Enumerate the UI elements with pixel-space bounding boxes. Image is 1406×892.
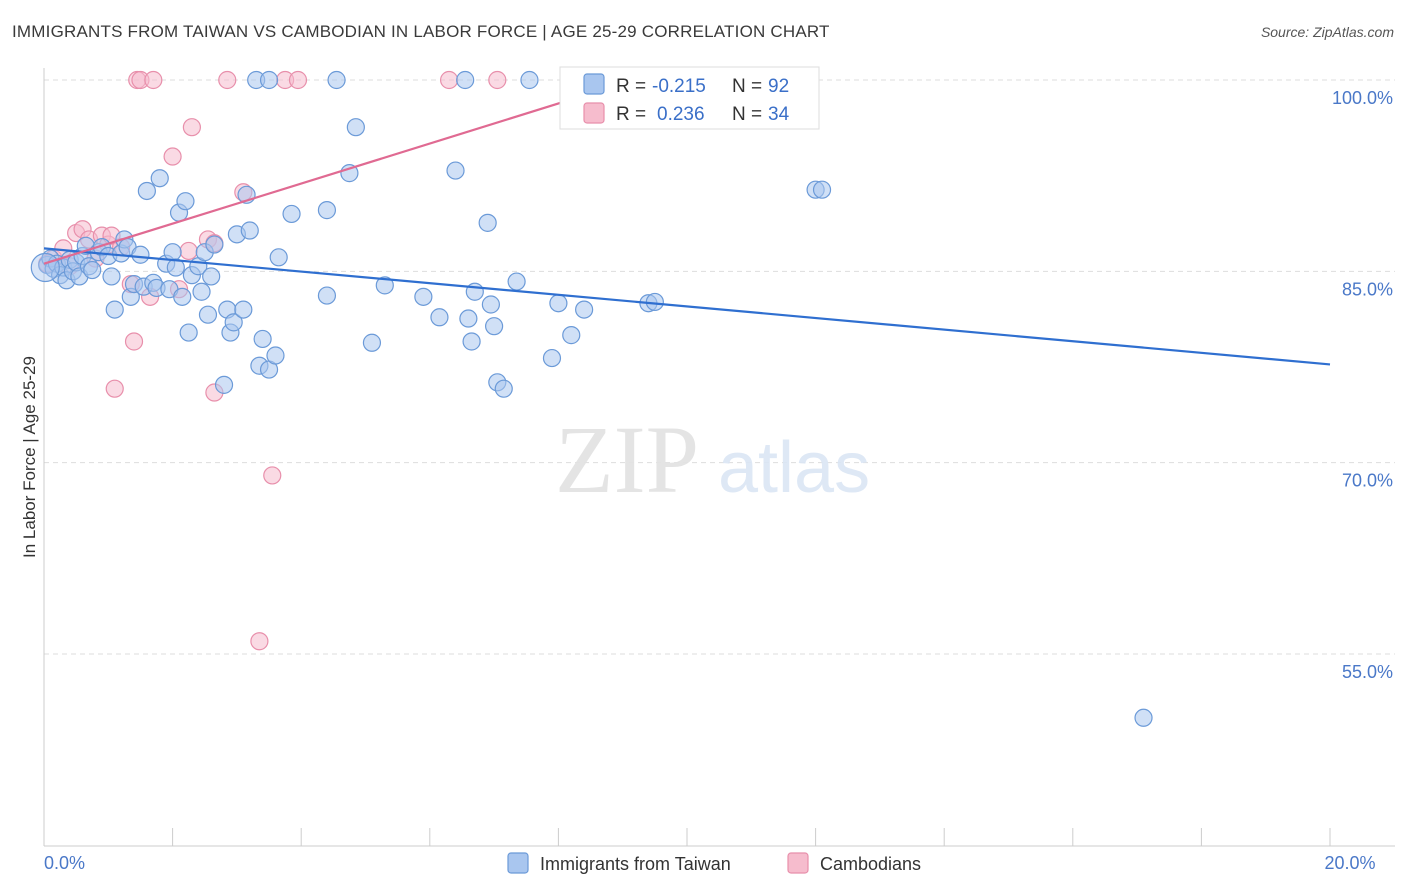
data-point-taiwan [102,267,121,286]
data-point-taiwan [317,286,337,305]
data-point-taiwan [234,300,253,319]
data-point-taiwan [317,201,337,220]
data-point-taiwan [176,192,195,211]
legend-r-value-1: -0.215 [652,76,706,97]
data-point-taiwan [485,317,504,336]
data-point-taiwan [205,235,224,254]
trendline-taiwan [43,247,1331,366]
data-point-taiwan [507,272,526,291]
legend-n-value-1: 92 [768,76,789,97]
x-tick-label: 20.0% [1324,853,1375,873]
data-point-cambodians [105,379,124,398]
data-point-taiwan [542,348,562,368]
trendline-cambodians [43,90,598,265]
data-point-cambodians [250,632,269,651]
data-point-taiwan [105,300,124,319]
data-point-taiwan [202,267,221,286]
y-tick-label: 85.0% [1342,279,1393,299]
data-point-taiwan [282,204,301,224]
data-point-taiwan-cluster [30,252,60,283]
legend-r-label-1: R = [616,76,646,97]
data-point-taiwan [481,295,500,314]
legend-bottom-label-cambodians[interactable]: Cambodians [820,854,921,874]
data-point-cambodians [263,466,282,485]
data-point-taiwan [462,332,481,351]
y-tick-label: 100.0% [1332,88,1393,108]
y-axis-title: In Labor Force | Age 25-29 [20,356,39,558]
data-point-taiwan [192,282,211,301]
data-point-taiwan [131,245,150,264]
legend-r-value-2: 0.236 [657,104,705,125]
data-point-taiwan [259,70,279,90]
data-point-cambodians [288,70,308,90]
legend-n-label-1: N = [732,76,762,97]
x-tick-labels: 0.0% 20.0% [44,853,1376,873]
data-point-cambodians [488,70,507,90]
axes [43,68,1395,847]
data-point-taiwan [562,326,581,345]
data-point-taiwan [459,309,478,328]
data-point-cambodians [439,70,459,90]
watermark-zip: ZIP [555,406,699,513]
data-point-taiwan [327,70,346,90]
data-point-cambodians [179,241,198,261]
legend-swatch-cambodians [583,102,605,124]
data-point-taiwan [253,329,272,349]
legend-n-value-2: 34 [768,104,790,125]
watermark-atlas: atlas [718,428,870,508]
data-point-taiwan [375,276,394,295]
data-point-taiwan [456,70,475,90]
data-point-taiwan [812,180,832,199]
data-point-taiwan [173,287,192,306]
data-point-cambodians [144,70,163,90]
gridlines [44,79,1395,655]
data-point-taiwan [224,313,243,332]
legend-bottom-label-taiwan[interactable]: Immigrants from Taiwan [540,854,731,874]
legend-n-label-2: N = [732,104,762,125]
data-point-taiwan [150,169,169,188]
y-tick-label: 70.0% [1342,471,1393,491]
data-point-taiwan [179,323,198,342]
stats-legend: R = -0.215 N = 92 R = 0.236 N = 34 [559,66,820,130]
y-tick-labels: 100.0% 85.0% 70.0% 55.0% [1332,88,1393,682]
data-point-taiwan [346,118,365,137]
data-point-taiwan [266,346,285,365]
y-tick-label: 55.0% [1342,662,1393,682]
data-point-taiwan [575,300,594,319]
chart-title: IMMIGRANTS FROM TAIWAN VS CAMBODIAN IN L… [12,22,830,41]
trend-lines [43,90,1331,366]
data-point-taiwan [166,258,185,277]
series-legend: Immigrants from Taiwan Cambodians [507,852,921,874]
data-point-taiwan [430,308,449,327]
source-label: Source: ZipAtlas.com [1260,24,1394,40]
data-point-taiwan [494,379,513,398]
data-point-cambodians [124,332,144,351]
data-point-taiwan [198,305,218,324]
data-point-taiwan [362,333,382,352]
x-tick-label: 0.0% [44,853,85,873]
data-point-taiwan [137,181,156,201]
legend-bottom-swatch-cambodians[interactable] [787,852,809,874]
data-point-taiwan [414,287,433,306]
data-point-cambodians [182,118,201,137]
data-point-taiwan [1134,708,1153,727]
data-point-taiwan [83,260,102,280]
data-point-cambodians [163,147,182,166]
data-point-taiwan [478,213,497,232]
data-point-taiwan [520,70,539,90]
data-point-taiwan [446,161,465,180]
data-point-taiwan [549,294,568,313]
watermark: ZIP atlas [555,406,870,513]
data-point-taiwan [214,375,234,394]
legend-bottom-swatch-taiwan[interactable] [507,852,529,874]
legend-swatch-taiwan [583,73,605,95]
taiwan-points [30,70,1153,727]
data-point-taiwan [240,221,259,240]
data-point-taiwan [269,248,288,267]
data-point-cambodians [218,70,237,90]
data-point-taiwan [163,243,182,262]
legend-r-label-2: R = [616,104,646,125]
